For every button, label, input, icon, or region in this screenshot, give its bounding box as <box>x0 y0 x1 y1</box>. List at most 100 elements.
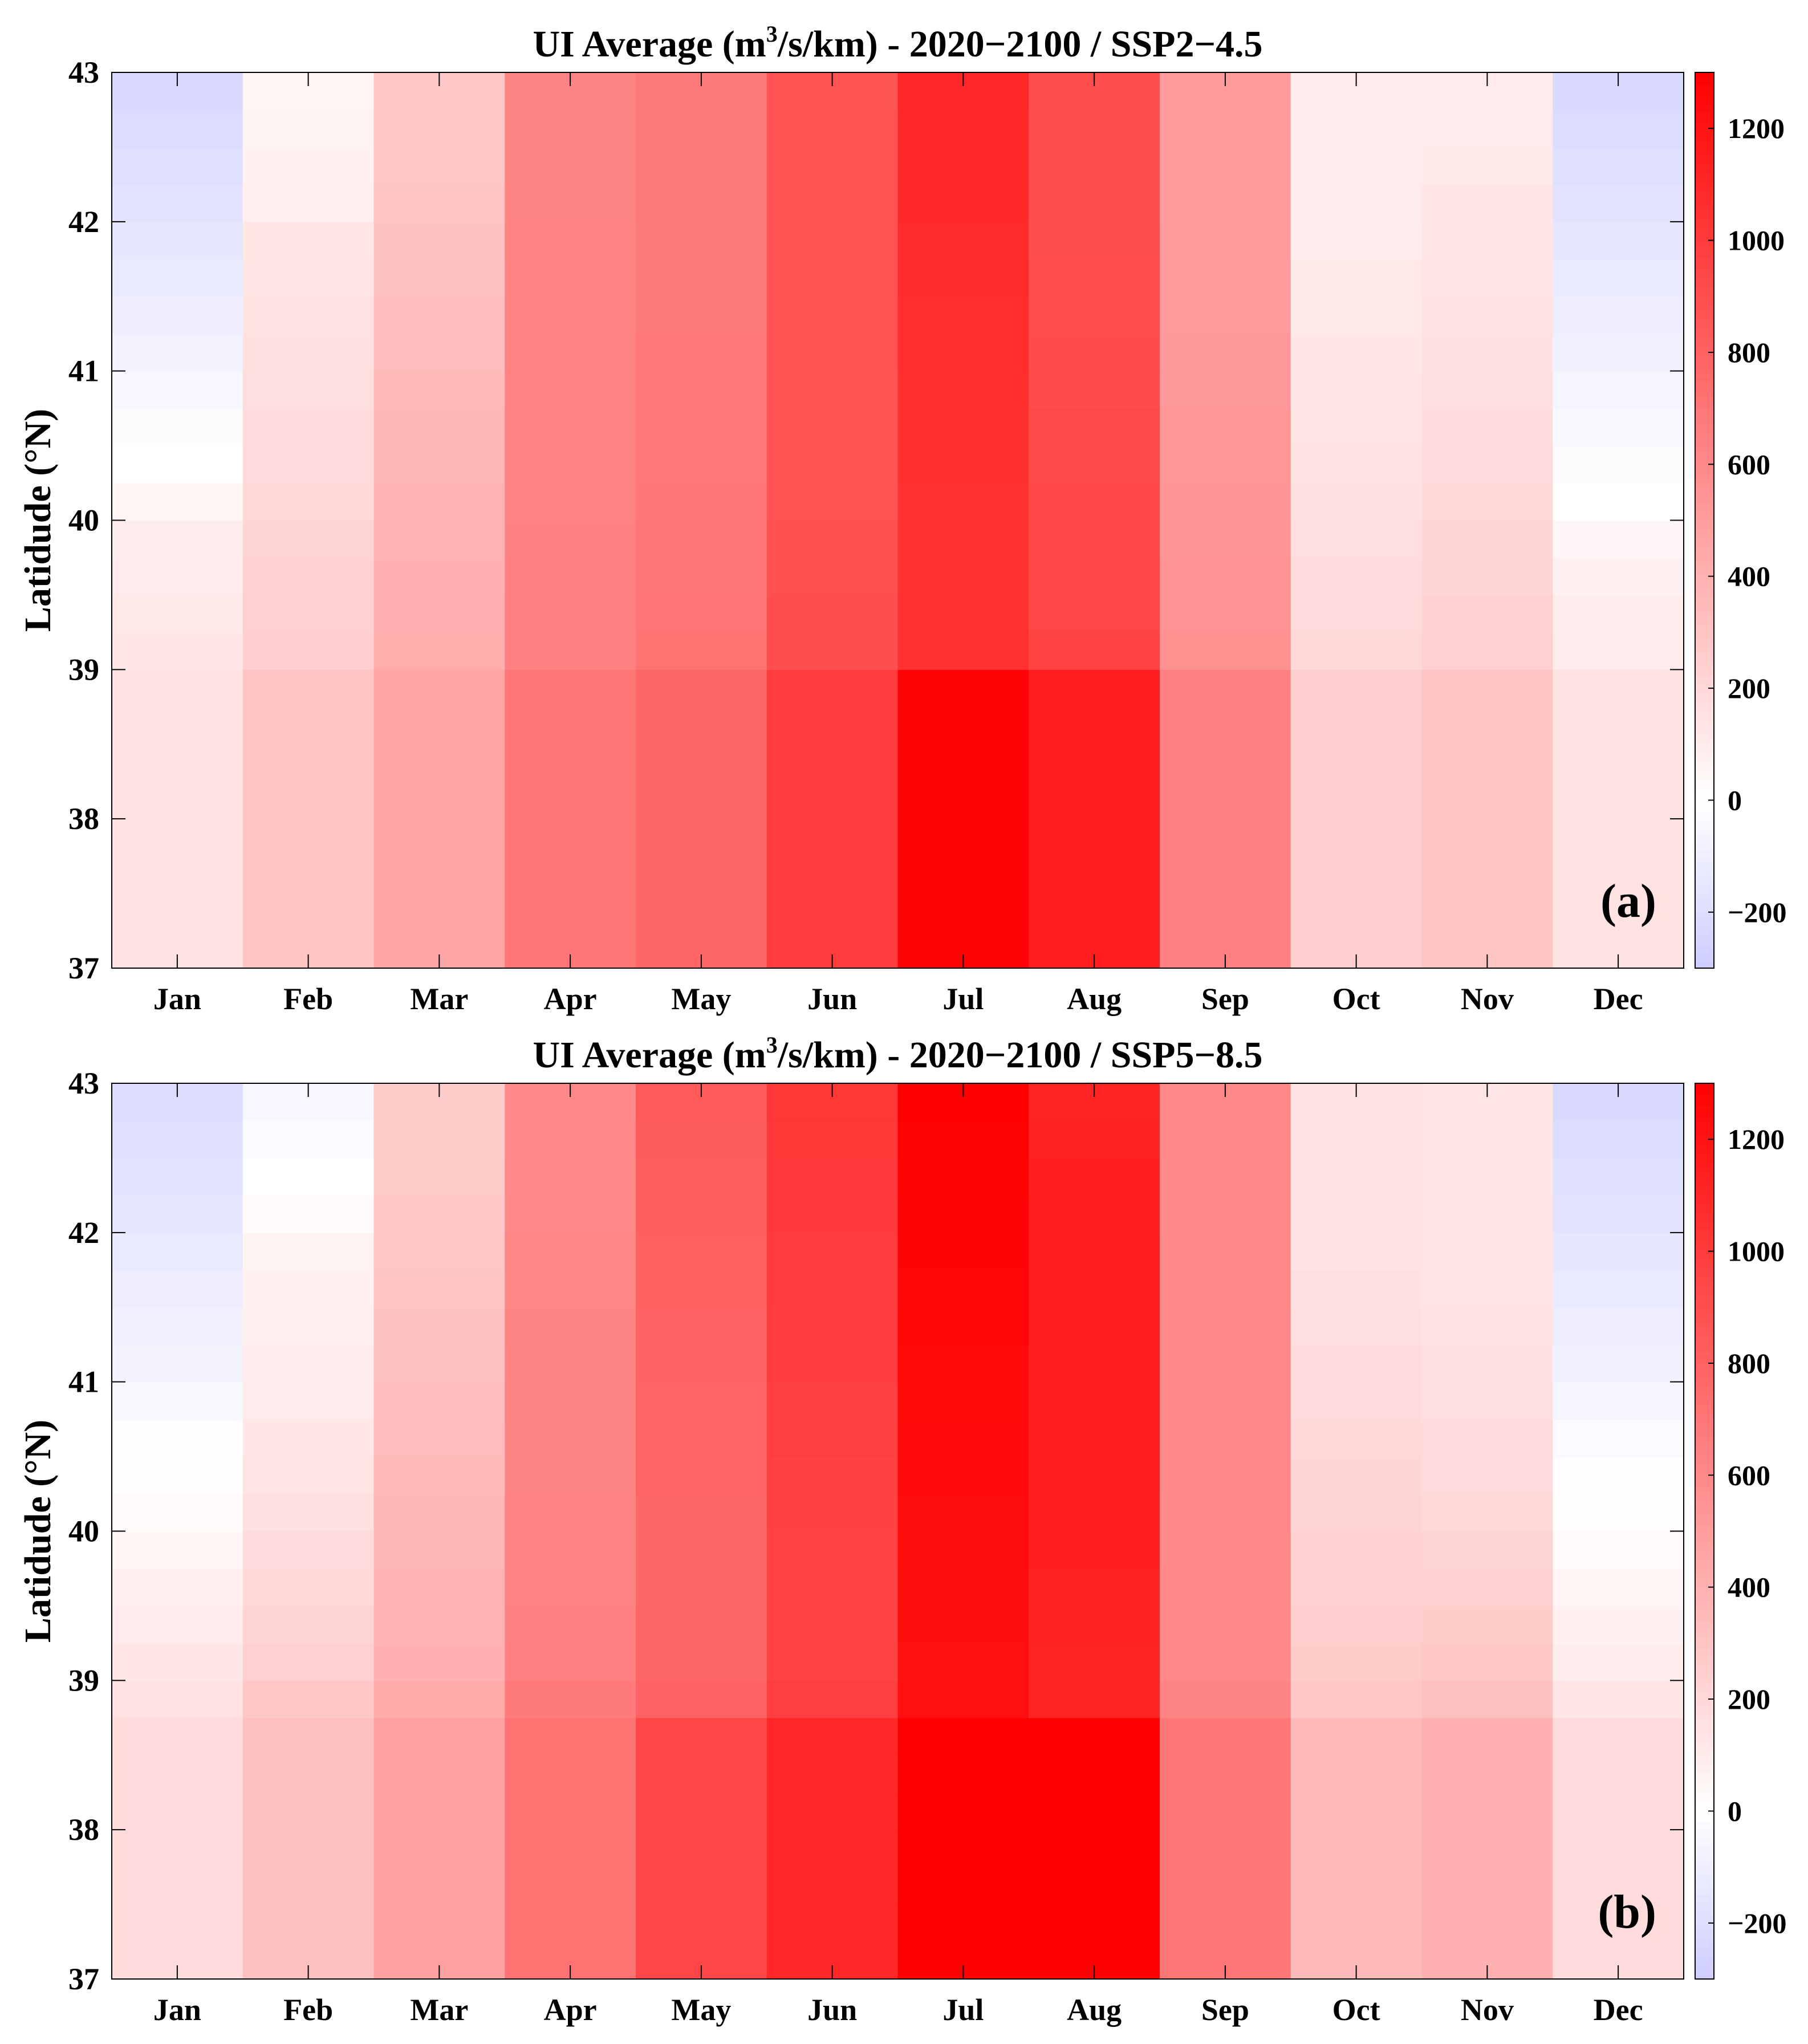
colorbar-segment <box>1695 1727 1714 1733</box>
heatmap-cell-oct-20 <box>1290 1195 1423 1233</box>
colorbar-segment <box>1695 105 1714 112</box>
heatmap-cell-apr-17 <box>505 296 636 334</box>
heatmap-cell-mar-17 <box>373 296 505 334</box>
heatmap-cell-aug-9 <box>1029 1606 1160 1644</box>
heatmap-cell-feb-6 <box>242 706 375 745</box>
heatmap-cell-jun-19 <box>766 221 899 259</box>
heatmap-cell-jul-14 <box>897 408 1029 446</box>
heatmap-cell-apr-2 <box>505 856 636 894</box>
colorbar-segment <box>1695 139 1714 146</box>
heatmap-cell-oct-13 <box>1290 445 1423 483</box>
heatmap-cell-feb-22 <box>242 1120 375 1159</box>
heatmap-cell-jan-14 <box>112 1419 243 1457</box>
colorbar-segment <box>1695 912 1714 919</box>
heatmap-cell-apr-16 <box>505 1344 636 1383</box>
heatmap-cell-sep-17 <box>1160 296 1291 334</box>
colorbar-segment <box>1695 677 1714 683</box>
colorbar-segment <box>1695 761 1714 767</box>
heatmap-cell-mar-6 <box>373 706 505 745</box>
colorbar-segment <box>1695 850 1714 857</box>
colorbar: −200 0 200 400 600 800 1000 1200 <box>1695 72 1787 969</box>
heatmap-cell-aug-21 <box>1029 147 1160 185</box>
heatmap-cell-feb-12 <box>242 483 375 521</box>
colorbar-segment <box>1695 643 1714 649</box>
heatmap-cell-mar-20 <box>373 184 505 222</box>
heatmap-cell-may-17 <box>636 1307 767 1345</box>
colorbar-segment <box>1695 352 1714 359</box>
heatmap-cell-dec-21 <box>1553 1157 1684 1196</box>
heatmap-cell-jun-4 <box>766 1792 899 1830</box>
x-tick-label-jul: Jul <box>942 982 984 1016</box>
colorbar-segment <box>1695 1906 1714 1912</box>
colorbar-segment <box>1695 1738 1714 1745</box>
heatmap-cell-may-22 <box>636 1120 767 1159</box>
colorbar-segment <box>1695 816 1714 823</box>
colorbar-segment <box>1695 1671 1714 1677</box>
heatmap-cell-jul-18 <box>897 259 1029 297</box>
heatmap-cell-jul-13 <box>897 1456 1029 1494</box>
colorbar-segment <box>1695 1492 1714 1498</box>
y-tick-label: 42 <box>68 205 99 239</box>
heatmap-cell-sep-21 <box>1160 1157 1291 1196</box>
colorbar-segment <box>1695 391 1714 398</box>
heatmap-cell-jun-3 <box>766 819 899 857</box>
colorbar-segment <box>1695 123 1714 129</box>
colorbar-tick-label: −200 <box>1728 1907 1787 1939</box>
colorbar-segment <box>1695 766 1714 773</box>
heatmap-cell-feb-9 <box>242 1606 375 1644</box>
heatmap-cell-feb-21 <box>242 147 375 185</box>
colorbar-segment <box>1695 1699 1714 1705</box>
colorbar-segment <box>1695 699 1714 706</box>
heatmap-cell-jul-22 <box>897 1120 1029 1159</box>
heatmap-cell-aug-21 <box>1029 1157 1160 1196</box>
colorbar-segment <box>1695 1895 1714 1901</box>
colorbar-segment <box>1695 772 1714 778</box>
heatmap-cell-sep-19 <box>1160 1232 1291 1270</box>
heatmap-cell-mar-1 <box>373 1904 505 1943</box>
colorbar-segment <box>1695 95 1714 101</box>
heatmap-cell-aug-6 <box>1029 706 1160 745</box>
colorbar-segment <box>1695 324 1714 331</box>
colorbar-segment <box>1695 811 1714 818</box>
colorbar-segment <box>1695 408 1714 415</box>
colorbar-segment <box>1695 458 1714 465</box>
heatmap-cell-oct-5 <box>1290 1755 1423 1793</box>
colorbar-segment <box>1695 413 1714 420</box>
colorbar-segment <box>1695 1201 1714 1207</box>
heatmap-cell-jul-5 <box>897 744 1029 782</box>
heatmap-cell-jun-16 <box>766 1344 899 1383</box>
heatmap-cell-nov-20 <box>1421 1195 1553 1233</box>
colorbar-tick-label: 200 <box>1728 1683 1770 1715</box>
x-tick-label-jan: Jan <box>153 1993 201 2027</box>
heatmap-cell-jan-19 <box>112 1232 243 1270</box>
heatmap-cell-feb-11 <box>242 1531 375 1569</box>
colorbar-segment <box>1695 341 1714 347</box>
y-tick-label: 41 <box>68 1365 99 1399</box>
colorbar-segment <box>1695 190 1714 196</box>
colorbar-segment <box>1695 475 1714 482</box>
y-tick-label: 38 <box>68 802 99 836</box>
heatmap-cell-jun-5 <box>766 744 899 782</box>
colorbar-segment <box>1695 1475 1714 1481</box>
heatmap-cell-jul-12 <box>897 1494 1029 1532</box>
colorbar-segment <box>1695 1789 1714 1795</box>
heatmap-cell-jan-21 <box>112 1157 243 1196</box>
colorbar-segment <box>1695 1587 1714 1594</box>
heatmap-cell-feb-2 <box>242 856 375 894</box>
heatmap-cell-aug-19 <box>1029 1232 1160 1270</box>
heatmap-cell-apr-11 <box>505 520 636 558</box>
heatmap-cell-sep-8 <box>1160 1643 1291 1681</box>
colorbar-segment <box>1695 1542 1714 1549</box>
heatmap-cell-jan-11 <box>112 520 243 558</box>
heatmap-cell-nov-4 <box>1421 1792 1553 1830</box>
colorbar-segment <box>1695 134 1714 140</box>
heatmap-cell-jun-2 <box>766 856 899 894</box>
heatmap-cell-may-5 <box>636 744 767 782</box>
heatmap-cell-jun-11 <box>766 520 899 558</box>
colorbar-segment <box>1695 1363 1714 1370</box>
heatmap-cell-jan-5 <box>112 744 243 782</box>
colorbar-segment <box>1695 1083 1714 1090</box>
heatmap-cell-nov-14 <box>1421 1419 1553 1457</box>
colorbar-segment <box>1695 1519 1714 1526</box>
colorbar-segment <box>1695 632 1714 639</box>
